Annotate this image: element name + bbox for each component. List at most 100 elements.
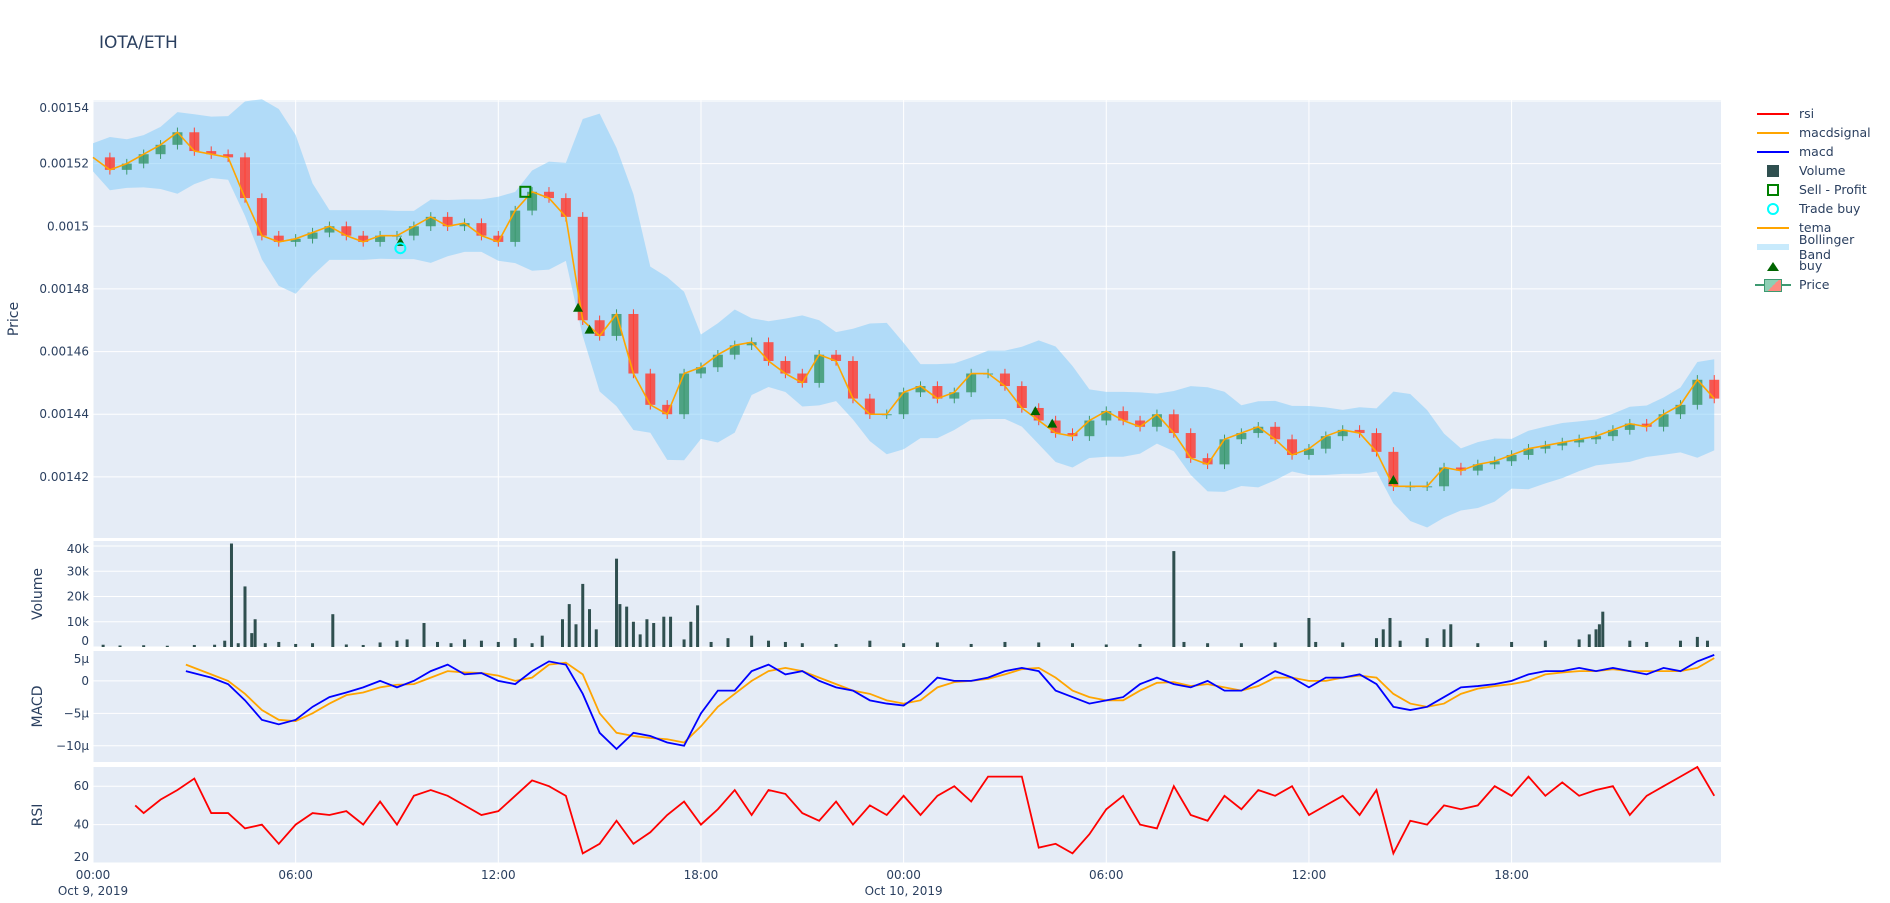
volume-bar: [250, 633, 254, 647]
candle-body: [1270, 426, 1281, 440]
candle-body: [814, 354, 825, 383]
y-tick-label: 0.0015: [47, 219, 89, 233]
candle-body: [999, 373, 1010, 387]
candle-body: [662, 404, 673, 415]
line-legend-icon: [1755, 145, 1791, 159]
candle-body: [577, 216, 588, 321]
legend-item-rsi[interactable]: rsi: [1755, 104, 1890, 123]
candle-body: [1641, 423, 1652, 427]
volume-bar: [1594, 629, 1598, 647]
volume-bar: [395, 640, 399, 647]
volume-bar: [1239, 643, 1243, 647]
y-tick-label: 0.00152: [39, 157, 89, 171]
y-tick-label: 40k: [67, 542, 89, 556]
macd-line: [185, 654, 1715, 751]
legend-item-macd[interactable]: macd: [1755, 142, 1890, 161]
volume-bar: [294, 643, 298, 647]
candle-body: [1135, 420, 1146, 427]
volume-bar: [689, 621, 693, 647]
volume-bar: [574, 624, 578, 647]
volume-bar: [118, 645, 122, 647]
volume-bar: [662, 616, 666, 647]
volume-bar: [277, 641, 281, 647]
volume-bar: [101, 644, 105, 647]
candle-body: [1557, 442, 1568, 446]
candle-body: [1253, 426, 1264, 434]
volume-bar: [263, 643, 267, 647]
volume-bar: [1587, 634, 1591, 647]
volume-bar: [344, 644, 348, 647]
volume-bar: [213, 644, 217, 647]
volume-bar: [1645, 641, 1649, 647]
x-tick-label: 12:00: [1292, 868, 1327, 882]
legend-item-sell-profit[interactable]: Sell - Profit: [1755, 180, 1890, 199]
chart-title: IOTA/ETH: [99, 33, 178, 53]
volume-bar: [449, 643, 453, 647]
y-tick-label: 0: [81, 634, 89, 648]
candle-body: [290, 238, 301, 242]
legend-item-buy[interactable]: buy: [1755, 256, 1890, 275]
sell-profit-marker: [519, 185, 532, 198]
candle-body: [1337, 429, 1348, 437]
candle-body: [1067, 433, 1078, 437]
candle-body: [847, 360, 858, 399]
legend-label: Price: [1799, 277, 1830, 292]
candle-body: [273, 235, 284, 242]
triangle-legend-icon: [1755, 259, 1791, 273]
plot-background-1: [93, 541, 1721, 647]
candle-body: [1709, 379, 1720, 399]
candle-body: [510, 210, 521, 242]
volume-bar: [1577, 639, 1581, 647]
volume-bar: [253, 619, 257, 647]
candle-body: [966, 373, 977, 393]
legend-item-volume[interactable]: Volume: [1755, 161, 1890, 180]
candle-body: [1540, 445, 1551, 449]
volume-bar: [1104, 644, 1108, 647]
volume-bar: [331, 614, 335, 647]
volume-bar: [223, 640, 227, 647]
legend-item-macdsignal[interactable]: macdsignal: [1755, 123, 1890, 142]
volume-bar: [463, 639, 467, 647]
legend-item-trade-buy[interactable]: Trade buy: [1755, 199, 1890, 218]
candle-body: [1455, 467, 1466, 471]
volume-bar: [236, 643, 240, 647]
y-tick-label: 30k: [67, 564, 89, 578]
candle-body: [1168, 414, 1179, 434]
volume-bar: [243, 586, 247, 647]
volume-bar: [530, 643, 534, 647]
volume-bar: [1543, 640, 1547, 647]
candle-body: [1624, 423, 1635, 430]
y-axis-title: RSI: [30, 804, 46, 827]
volume-bar: [625, 606, 629, 647]
volume-bar: [1425, 638, 1429, 647]
legend-item-price[interactable]: Price: [1755, 275, 1890, 294]
candle-body: [898, 392, 909, 415]
legend-item-tema[interactable]: tema: [1755, 218, 1890, 237]
volume-bar: [142, 645, 146, 647]
candle-body: [1574, 439, 1585, 443]
x-tick-sublabel: Oct 9, 2019: [58, 884, 128, 898]
volume-bar: [581, 583, 585, 647]
line-legend-icon: [1755, 221, 1791, 235]
open-square-legend-icon: [1755, 183, 1791, 197]
candle-body: [1151, 414, 1162, 427]
candle-body: [1084, 420, 1095, 437]
candle-body: [746, 342, 757, 346]
macdsignal-line: [185, 657, 1715, 744]
y-tick-label: −5µ: [64, 706, 90, 720]
volume-bar: [1071, 643, 1075, 647]
y-tick-label: 0.00148: [39, 282, 89, 296]
volume-bar: [378, 642, 382, 647]
candle-body: [543, 191, 554, 199]
candle-body: [1101, 411, 1112, 421]
candle-body: [1439, 467, 1450, 487]
volume-bar: [834, 643, 838, 647]
legend-item-bollinger-band[interactable]: Bollinger Band: [1755, 232, 1890, 262]
candle-body: [358, 235, 369, 242]
volume-bar: [1341, 642, 1345, 647]
candle-body: [1607, 429, 1618, 437]
volume-bar: [1374, 638, 1378, 647]
y-tick-label: 40: [74, 818, 89, 832]
candle-body: [1303, 448, 1314, 455]
volume-bar: [311, 643, 315, 647]
